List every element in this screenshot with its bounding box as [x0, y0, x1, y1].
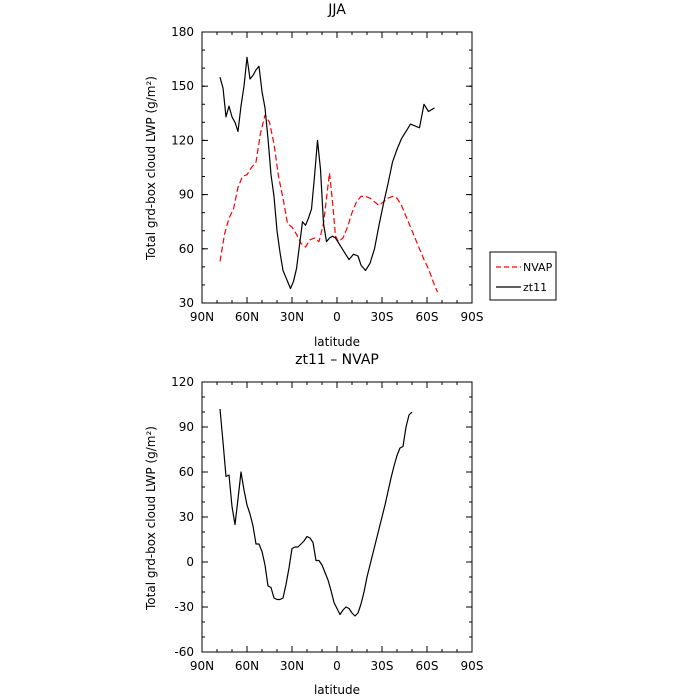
- bottom-x-axis-label: latitude: [314, 683, 360, 697]
- bottom-series-layer: [219, 408, 413, 617]
- top-axis-ticks: 90N 60N 30N 0 30S 60S 90S 30 60 90 120 150 180: [171, 25, 483, 324]
- top-x-axis-label: latitude: [314, 335, 360, 349]
- x-tick-label: 0: [333, 310, 341, 324]
- x-tick-label: 60N: [235, 310, 259, 324]
- y-tick-label: 30: [179, 510, 194, 524]
- top-plot-frame: [201, 31, 473, 304]
- y-tick-label: 60: [179, 465, 194, 479]
- legend-box: [489, 251, 557, 301]
- x-tick-label: 90N: [190, 659, 214, 673]
- y-tick-label: 30: [179, 296, 194, 310]
- y-tick-label: 60: [179, 242, 194, 256]
- difference-series-line: [219, 408, 413, 617]
- bottom-chart-title: zt11 – NVAP: [295, 352, 379, 368]
- x-tick-label: 90S: [461, 310, 484, 324]
- y-tick-label: 90: [179, 188, 194, 202]
- x-tick-label: 30N: [280, 659, 304, 673]
- y-tick-label: 120: [171, 133, 194, 147]
- x-tick-label: 90S: [461, 659, 484, 673]
- x-tick-label: 60N: [235, 659, 259, 673]
- x-tick-label: 60S: [416, 310, 439, 324]
- top-y-axis-label: Total grd-box cloud LWP (g/m²): [144, 76, 158, 261]
- x-tick-label: 0: [333, 659, 341, 673]
- top-panel: JJA latitude Total grd-box cloud LWP (g/…: [144, 2, 483, 349]
- x-tick-label: 30N: [280, 310, 304, 324]
- bottom-plot-frame: [201, 381, 473, 653]
- legend-nvap-label: NVAP: [523, 261, 553, 274]
- legend: NVAP zt11: [489, 251, 557, 301]
- x-tick-label: 30S: [371, 310, 394, 324]
- nvap-series-line: [219, 114, 439, 293]
- x-tick-label: 90N: [190, 310, 214, 324]
- y-tick-label: -60: [174, 645, 194, 659]
- y-tick-label: 0: [186, 555, 194, 569]
- y-tick-label: -30: [174, 600, 194, 614]
- top-chart-title: JJA: [327, 2, 346, 18]
- bottom-panel: zt11 – NVAP latitude Total grd-box cloud…: [144, 352, 483, 697]
- zt11-series-line: [219, 56, 435, 290]
- y-tick-label: 120: [171, 375, 194, 389]
- y-tick-label: 90: [179, 420, 194, 434]
- y-tick-label: 180: [171, 25, 194, 39]
- x-tick-label: 60S: [416, 659, 439, 673]
- bottom-y-axis-label: Total grd-box cloud LWP (g/m²): [144, 426, 158, 611]
- y-tick-label: 150: [171, 79, 194, 93]
- top-series-layer: [219, 56, 439, 293]
- legend-zt11-label: zt11: [523, 281, 547, 294]
- x-tick-label: 30S: [371, 659, 394, 673]
- bottom-axis-ticks: 90N 60N 30N 0 30S 60S 90S -60 -30 0 30 60 90 120: [171, 375, 483, 673]
